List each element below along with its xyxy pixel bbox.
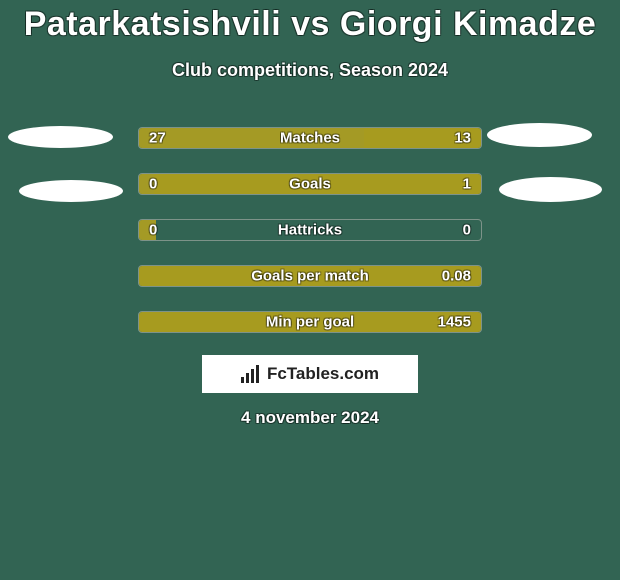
stat-label: Hattricks	[278, 222, 342, 239]
stat-row-min-per-goal: Min per goal 1455	[138, 311, 482, 333]
stat-row-matches: 27 Matches 13	[138, 127, 482, 149]
page-title: Patarkatsishvili vs Giorgi Kimadze	[0, 5, 620, 44]
stat-value-left: 0	[149, 222, 157, 239]
stat-row-goals: 0 Goals 1	[138, 173, 482, 195]
stat-value-left: 0	[149, 176, 157, 193]
stat-value-right: 0.08	[442, 268, 471, 285]
stat-label: Matches	[280, 130, 340, 147]
stat-value-right: 1455	[438, 314, 471, 331]
stat-value-left: 27	[149, 130, 166, 147]
date-label: 4 november 2024	[0, 408, 620, 428]
stat-label: Goals per match	[251, 268, 369, 285]
stat-value-right: 13	[454, 130, 471, 147]
player-right-avatar-1	[487, 123, 592, 147]
player-right-avatar-2	[499, 177, 602, 202]
player-left-avatar-1	[8, 126, 113, 148]
stat-value-right: 0	[463, 222, 471, 239]
stat-row-goals-per-match: Goals per match 0.08	[138, 265, 482, 287]
stat-label: Goals	[289, 176, 331, 193]
player-left-avatar-2	[19, 180, 123, 202]
stat-value-right: 1	[463, 176, 471, 193]
stat-label: Min per goal	[266, 314, 354, 331]
brand-badge: FcTables.com	[202, 355, 418, 393]
comparison-canvas: Patarkatsishvili vs Giorgi Kimadze Club …	[0, 0, 620, 580]
bars-icon	[241, 365, 261, 383]
brand-label: FcTables.com	[267, 364, 379, 384]
stat-row-hattricks: 0 Hattricks 0	[138, 219, 482, 241]
page-subtitle: Club competitions, Season 2024	[0, 60, 620, 81]
